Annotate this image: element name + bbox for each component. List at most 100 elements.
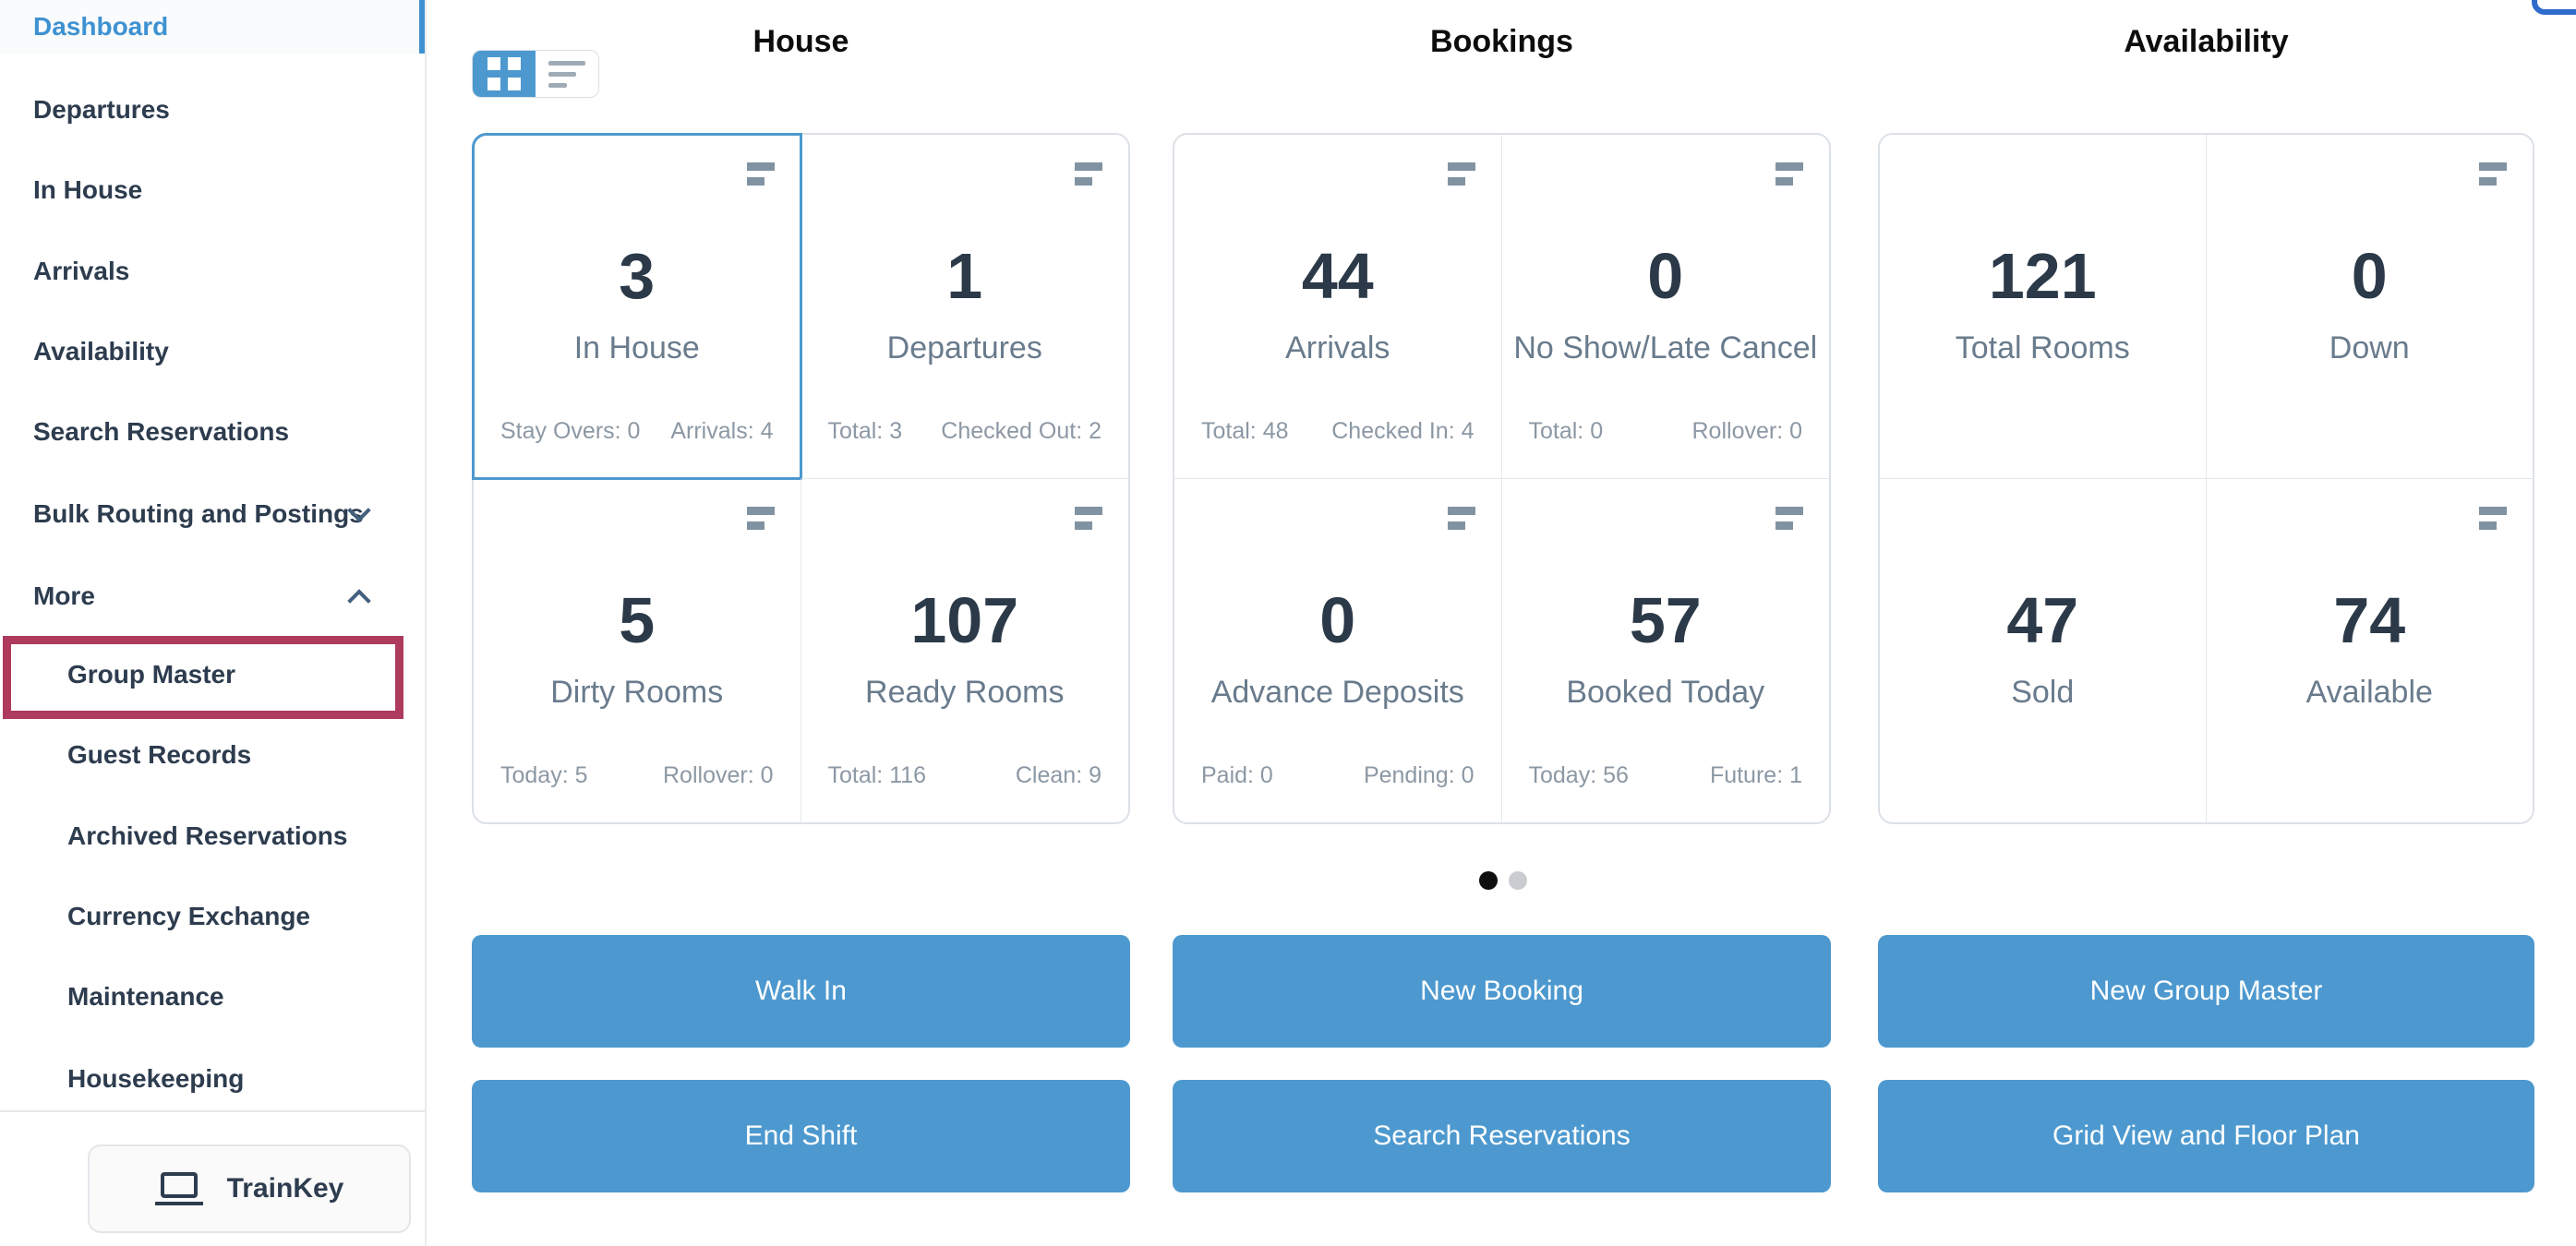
- sidebar-item-label: Departures: [33, 95, 170, 124]
- card-menu-icon[interactable]: [746, 162, 775, 186]
- stat-sub-right: Arrivals: 4: [670, 417, 774, 444]
- stat-card-advance-deposits[interactable]: 0 Advance Deposits Paid: 0 Pending: 0: [1174, 478, 1502, 822]
- stat-card-no-show-late-cancel[interactable]: 0 No Show/Late Cancel Total: 0 Rollover:…: [1501, 135, 1829, 479]
- stat-card-available[interactable]: 74 Available: [2207, 479, 2534, 823]
- stat-value: 1: [946, 240, 983, 312]
- sidebar-item-label: Search Reservations: [33, 417, 290, 446]
- grid-view-toggle[interactable]: [473, 51, 536, 97]
- stat-sub-right: Rollover: 0: [663, 762, 774, 788]
- sidebar-item-departures[interactable]: Departures: [0, 69, 425, 150]
- stat-sub-left: Total: 3: [827, 417, 903, 444]
- walk-in-button[interactable]: Walk In: [472, 935, 1130, 1048]
- sidebar-item-label: In House: [33, 175, 143, 204]
- sidebar-item-label: More: [33, 581, 95, 610]
- stat-value: 121: [1988, 240, 2097, 312]
- laptop-icon: [154, 1170, 203, 1207]
- stat-sub-right: Checked Out: 2: [941, 417, 1101, 444]
- sidebar-item-guest-records[interactable]: Guest Records: [0, 714, 425, 796]
- stat-label: Booked Today: [1566, 674, 1765, 710]
- stat-card-total-rooms[interactable]: 121 Total Rooms: [1880, 135, 2207, 479]
- stat-sub-left: Paid: 0: [1201, 762, 1273, 788]
- sidebar-item-label: Housekeeping: [67, 1064, 245, 1093]
- sidebar-item-more[interactable]: More: [0, 556, 425, 637]
- stat-value: 57: [1629, 583, 1702, 656]
- card-menu-icon[interactable]: [2479, 162, 2507, 186]
- view-toggle: [472, 50, 599, 98]
- card-menu-icon[interactable]: [1075, 162, 1102, 186]
- new-group-master-button[interactable]: New Group Master: [1878, 935, 2534, 1048]
- sidebar-item-label: Bulk Routing and Postings: [33, 499, 364, 528]
- sidebar-item-label: Arrivals: [33, 257, 130, 285]
- card-menu-icon[interactable]: [1447, 162, 1475, 186]
- stat-value: 74: [2333, 583, 2406, 656]
- stat-card-ready-rooms[interactable]: 107 Ready Rooms Total: 116 Clean: 9: [801, 479, 1129, 823]
- pagination-dot-1[interactable]: [1479, 871, 1498, 890]
- carousel-pagination: [472, 871, 2534, 890]
- column-title-house: House: [752, 24, 849, 59]
- availability-card-group: 121 Total Rooms 0 Down 47 Sold 74 Availa…: [1878, 133, 2534, 824]
- sidebar-item-archived-reservations[interactable]: Archived Reservations: [0, 796, 425, 877]
- chevron-up-icon: [347, 589, 371, 613]
- stat-card-in-house[interactable]: 3 In House Stay Overs: 0 Arrivals: 4: [472, 133, 801, 479]
- card-menu-icon[interactable]: [1776, 162, 1803, 186]
- trainkey-label: TrainKey: [226, 1173, 344, 1204]
- sidebar-item-group-master[interactable]: Group Master: [0, 634, 425, 715]
- stat-value: 44: [1301, 240, 1374, 312]
- sidebar-item-arrivals[interactable]: Arrivals: [0, 231, 425, 312]
- cropped-corner-widget: [2532, 0, 2576, 15]
- sidebar-item-label: Archived Reservations: [67, 821, 348, 850]
- stat-card-booked-today[interactable]: 57 Booked Today Today: 56 Future: 1: [1502, 479, 1830, 823]
- stat-value: 47: [2006, 583, 2079, 656]
- sidebar-item-availability[interactable]: Availability: [0, 311, 425, 392]
- sidebar-item-in-house[interactable]: In House: [0, 150, 425, 231]
- stat-sub-left: Total: 116: [827, 762, 927, 788]
- card-menu-icon[interactable]: [1776, 506, 1803, 530]
- stat-label: Total Rooms: [1955, 330, 2130, 365]
- sidebar-item-label: Group Master: [67, 660, 236, 689]
- stat-value: 0: [2351, 240, 2388, 312]
- sidebar-item-housekeeping[interactable]: Housekeeping: [0, 1038, 425, 1120]
- end-shift-button[interactable]: End Shift: [472, 1080, 1130, 1192]
- stat-sub-right: Pending: 0: [1363, 762, 1475, 788]
- new-booking-button[interactable]: New Booking: [1173, 935, 1831, 1048]
- stat-card-down[interactable]: 0 Down: [2206, 135, 2533, 479]
- pagination-dot-2[interactable]: [1509, 871, 1527, 890]
- stat-card-arrivals[interactable]: 44 Arrivals Total: 48 Checked In: 4: [1174, 135, 1502, 479]
- sidebar-item-label: Availability: [33, 337, 169, 365]
- stat-card-dirty-rooms[interactable]: 5 Dirty Rooms Today: 5 Rollover: 0: [474, 478, 801, 822]
- card-menu-icon[interactable]: [1447, 506, 1475, 530]
- stat-value: 5: [619, 583, 656, 656]
- grid-view-floor-plan-button[interactable]: Grid View and Floor Plan: [1878, 1080, 2534, 1192]
- sidebar-item-maintenance[interactable]: Maintenance: [0, 956, 425, 1037]
- sidebar-item-bulk-routing[interactable]: Bulk Routing and Postings: [0, 473, 425, 555]
- sidebar-item-search-reservations[interactable]: Search Reservations: [0, 391, 425, 473]
- card-menu-icon[interactable]: [746, 506, 775, 530]
- stat-sub-left: Stay Overs: 0: [500, 417, 641, 444]
- sidebar-item-currency-exchange[interactable]: Currency Exchange: [0, 876, 425, 957]
- stat-value: 107: [910, 583, 1019, 656]
- stat-label: Sold: [2011, 674, 2075, 710]
- stat-sub-left: Today: 5: [500, 762, 588, 788]
- stat-sub-right: Rollover: 0: [1691, 417, 1803, 444]
- bookings-card-group: 44 Arrivals Total: 48 Checked In: 4 0 No…: [1173, 133, 1831, 824]
- house-card-group: 3 In House Stay Overs: 0 Arrivals: 4 1 D…: [472, 133, 1130, 824]
- stat-label: Advance Deposits: [1210, 674, 1464, 710]
- stat-value: 0: [1319, 583, 1356, 656]
- sidebar-item-label: Currency Exchange: [67, 902, 310, 930]
- column-title-availability: Availability: [2124, 24, 2289, 59]
- stat-sub-left: Total: 48: [1201, 417, 1289, 444]
- list-view-toggle[interactable]: [536, 51, 598, 97]
- stat-label: Departures: [886, 330, 1042, 365]
- list-icon: [548, 60, 585, 88]
- stat-value: 3: [619, 240, 656, 312]
- card-menu-icon[interactable]: [2479, 506, 2507, 530]
- stat-card-sold[interactable]: 47 Sold: [1880, 478, 2207, 822]
- trainkey-button[interactable]: TrainKey: [88, 1144, 411, 1233]
- card-menu-icon[interactable]: [1075, 506, 1102, 530]
- sidebar-item-label: Guest Records: [67, 740, 252, 769]
- stat-label: Ready Rooms: [865, 674, 1065, 710]
- sidebar-item-dashboard[interactable]: Dashboard: [0, 0, 425, 54]
- stat-card-departures[interactable]: 1 Departures Total: 3 Checked Out: 2: [800, 135, 1128, 479]
- search-reservations-button[interactable]: Search Reservations: [1173, 1080, 1831, 1192]
